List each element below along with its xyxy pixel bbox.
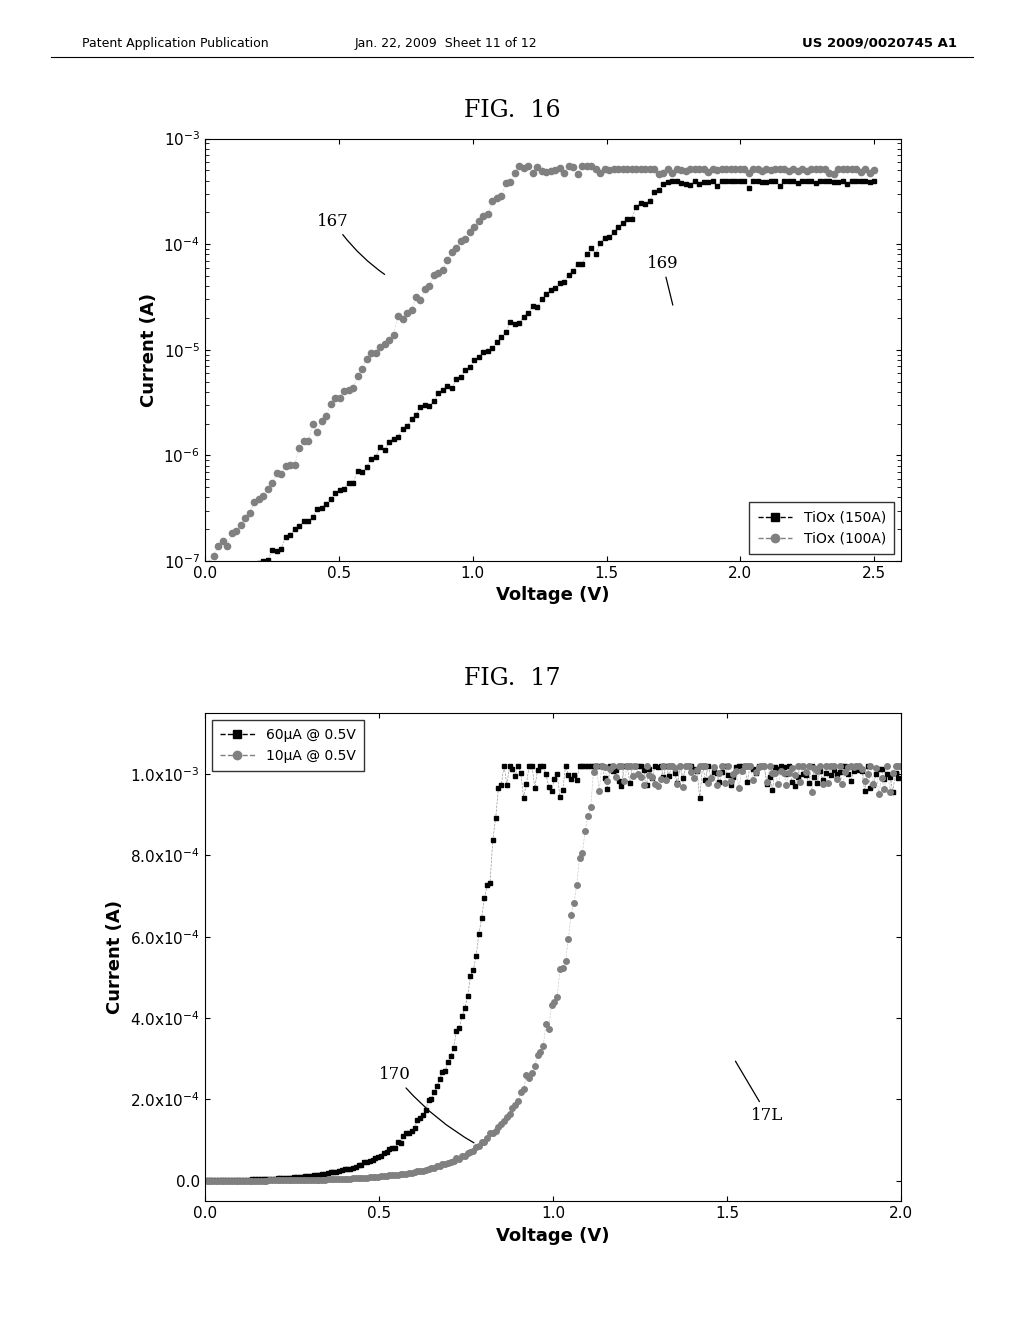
Y-axis label: Current (A): Current (A) bbox=[139, 293, 158, 407]
Text: 169: 169 bbox=[647, 255, 678, 305]
Y-axis label: Current (A): Current (A) bbox=[106, 900, 125, 1014]
Text: FIG.  16: FIG. 16 bbox=[464, 99, 560, 121]
Legend: TiOx (150A), TiOx (100A): TiOx (150A), TiOx (100A) bbox=[750, 503, 894, 554]
Text: 167: 167 bbox=[317, 213, 385, 275]
Text: Patent Application Publication: Patent Application Publication bbox=[82, 37, 268, 50]
Text: FIG.  17: FIG. 17 bbox=[464, 667, 560, 689]
Legend: 60μA @ 0.5V, 10μA @ 0.5V: 60μA @ 0.5V, 10μA @ 0.5V bbox=[212, 719, 365, 771]
X-axis label: Voltage (V): Voltage (V) bbox=[497, 1226, 609, 1245]
Text: US 2009/0020745 A1: US 2009/0020745 A1 bbox=[803, 37, 957, 50]
X-axis label: Voltage (V): Voltage (V) bbox=[497, 586, 609, 605]
Text: 17L: 17L bbox=[735, 1061, 783, 1123]
Text: 170: 170 bbox=[379, 1067, 474, 1143]
Text: Jan. 22, 2009  Sheet 11 of 12: Jan. 22, 2009 Sheet 11 of 12 bbox=[354, 37, 537, 50]
